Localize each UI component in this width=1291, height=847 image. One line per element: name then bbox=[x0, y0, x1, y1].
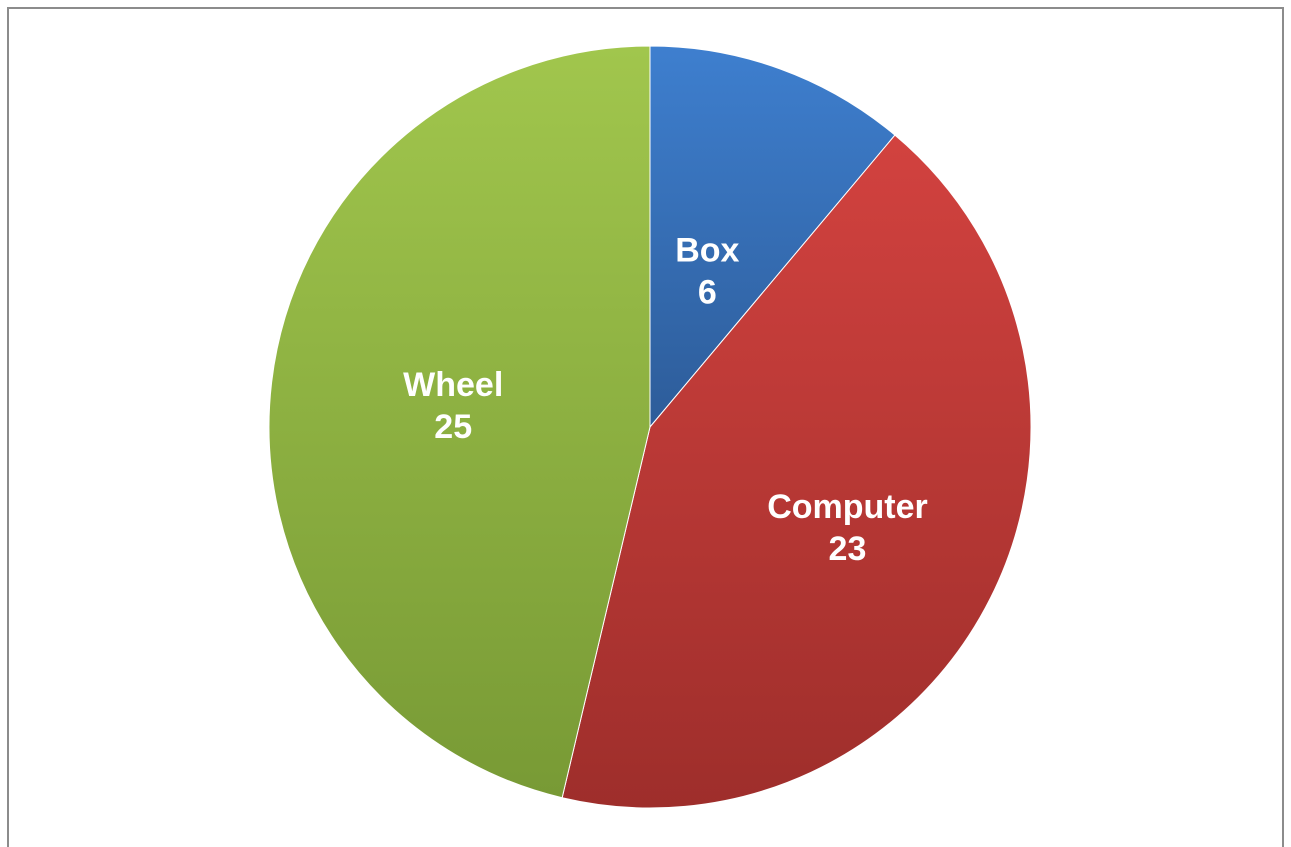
pie-slice-wheel bbox=[268, 45, 651, 799]
slice-label-box: Box bbox=[675, 231, 739, 269]
slice-value-wheel: 25 bbox=[434, 408, 472, 446]
slice-value-computer: 23 bbox=[829, 530, 867, 568]
pie-slice-box bbox=[649, 45, 896, 429]
slice-label-computer: Computer bbox=[767, 488, 928, 526]
slice-value-box: 6 bbox=[698, 273, 717, 311]
pie-slice-computer bbox=[561, 134, 1032, 809]
slice-label-wheel: Wheel bbox=[403, 366, 503, 404]
